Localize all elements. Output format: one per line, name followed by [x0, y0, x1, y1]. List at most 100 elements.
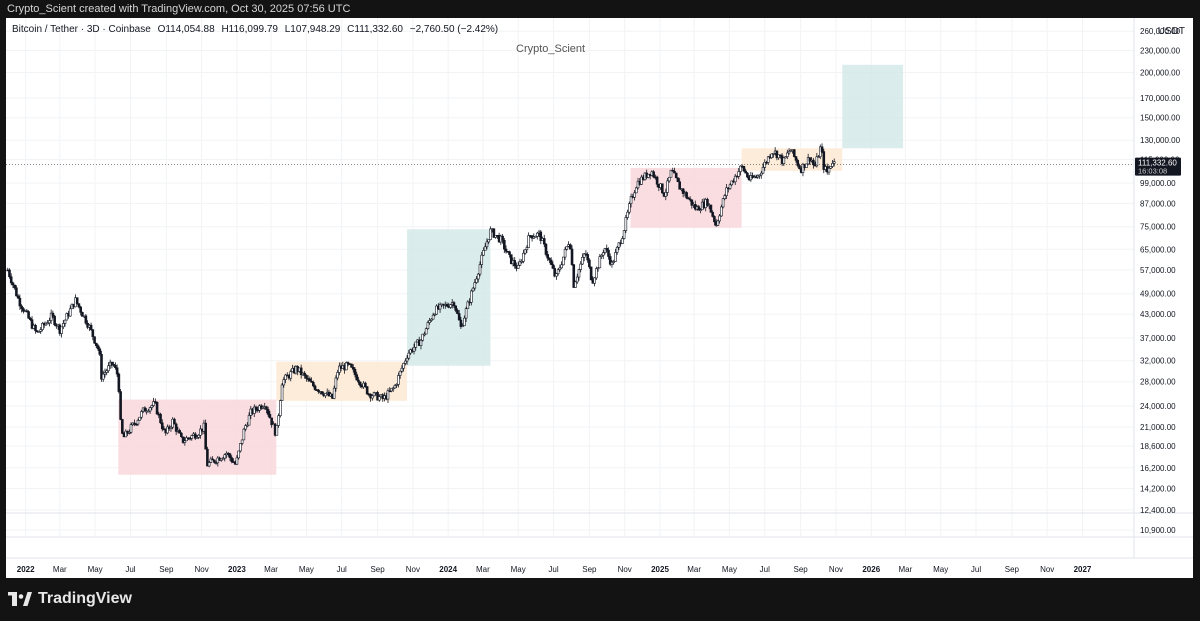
time-axis-label: 2027: [1074, 565, 1092, 574]
price-axis-label: 87,000.00: [1140, 199, 1176, 208]
author-watermark: Crypto_Scient: [516, 43, 586, 55]
currency-label[interactable]: USDT: [1157, 26, 1185, 37]
credit-text: Crypto_Scient created with TradingView.c…: [7, 3, 351, 15]
candle-body: [690, 199, 694, 206]
time-axis-label: May: [88, 565, 103, 574]
candle-body: [398, 370, 402, 376]
candle-body: [317, 389, 320, 393]
candle-body: [746, 172, 749, 178]
time-axis-label: 2024: [439, 565, 457, 574]
candle-body: [279, 400, 282, 416]
candle-body: [582, 253, 586, 258]
candle-body: [549, 259, 553, 265]
candle-body: [159, 413, 162, 424]
candle-body: [742, 166, 746, 172]
candle-body: [728, 184, 732, 189]
candle-body: [357, 379, 360, 383]
chart-panel[interactable]: 260,000.00 230,000.00 200,000.00 170,000.00…: [6, 18, 1193, 578]
candle-body: [820, 146, 824, 152]
candle-body: [487, 239, 490, 243]
candle-body: [107, 365, 110, 372]
candle-body: [678, 181, 681, 190]
candle-body: [556, 269, 560, 274]
candle-body: [628, 203, 631, 213]
candle-body: [81, 312, 84, 317]
candle-body: [207, 462, 211, 467]
candle-body: [16, 295, 20, 299]
candle-body: [470, 290, 473, 303]
candle-body: [84, 315, 88, 324]
candle-body: [372, 392, 376, 397]
candle-body: [25, 310, 29, 313]
candle-body: [558, 267, 562, 271]
candle-body: [8, 269, 11, 278]
candle-body: [390, 388, 393, 392]
candle-body: [244, 425, 247, 430]
range-box[interactable]: [842, 64, 904, 149]
candle-body: [96, 345, 100, 350]
candle-body: [313, 385, 317, 390]
tradingview-logo[interactable]: TradingView: [8, 590, 132, 608]
candle-body: [412, 347, 416, 352]
candle-body: [211, 458, 214, 461]
candle-body: [475, 278, 478, 283]
candle-body: [829, 166, 833, 169]
candle-body: [124, 430, 128, 438]
candle-body: [601, 252, 605, 256]
price-chart[interactable]: 260,000.00 230,000.00 200,000.00 170,000.00…: [6, 18, 1193, 578]
candle-body: [438, 303, 442, 310]
candle-body: [534, 236, 537, 238]
candle-body: [397, 375, 400, 385]
candle-body: [400, 367, 404, 372]
candle-body: [419, 339, 423, 346]
candle-body: [772, 153, 775, 155]
candle-body: [640, 176, 643, 185]
candle-body: [127, 431, 131, 434]
candle-body: [603, 248, 607, 253]
candle-body: [568, 244, 572, 250]
last-price-tag[interactable]: [1135, 157, 1181, 176]
candle-body: [796, 160, 800, 166]
candle-body: [268, 414, 272, 419]
candle-body: [206, 448, 209, 467]
candle-body: [150, 405, 154, 408]
candle-body: [345, 362, 348, 371]
candle-body: [275, 425, 279, 436]
candle-body: [22, 308, 25, 312]
candle-body: [115, 367, 119, 375]
candle-body: [152, 401, 155, 406]
candle-body: [548, 257, 551, 261]
candle-body: [614, 252, 617, 262]
candle-body: [431, 314, 435, 320]
candle-body: [351, 367, 355, 370]
candle-body: [435, 305, 438, 315]
price-axis-label: 49,000.00: [1140, 290, 1176, 299]
time-axis-label: Mar: [264, 565, 278, 574]
symbol-legend: Bitcoin / Tether · 3D · Coinbase O114,05…: [12, 24, 498, 35]
candle-body: [718, 215, 721, 222]
candle-body: [520, 261, 523, 263]
candle-body: [110, 361, 114, 365]
time-axis-label: Jul: [760, 565, 770, 574]
candle-body: [197, 434, 201, 438]
candle-body: [143, 407, 147, 412]
candle-body: [228, 453, 232, 459]
candle-body: [812, 159, 815, 166]
candle-body: [720, 206, 723, 217]
candle-body: [100, 353, 103, 380]
candle-body: [364, 382, 367, 387]
candle-body: [612, 261, 615, 263]
candle-body: [180, 432, 183, 438]
candle-body: [91, 329, 95, 337]
time-axis-label: 2025: [651, 565, 669, 574]
candle-body: [254, 406, 258, 410]
candle-body: [252, 406, 256, 414]
candle-body: [492, 228, 496, 238]
candle-body: [230, 457, 234, 462]
candle-body: [560, 264, 563, 269]
candle-body: [289, 371, 293, 379]
candle-body: [308, 378, 312, 382]
candle-body: [15, 287, 18, 297]
price-axis-label: 18,600.00: [1140, 442, 1176, 451]
candle-body: [473, 282, 477, 289]
